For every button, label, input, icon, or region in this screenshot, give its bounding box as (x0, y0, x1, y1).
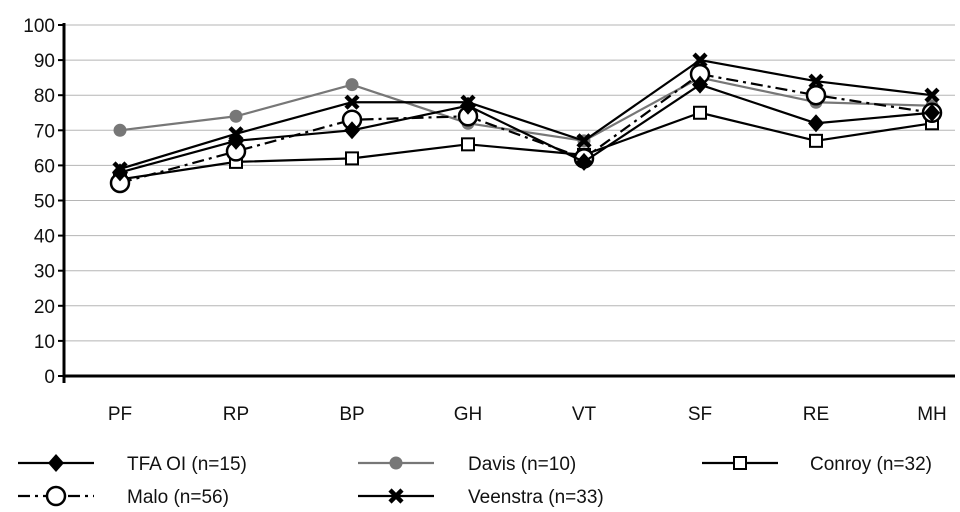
data-point (692, 52, 708, 68)
data-point (924, 103, 940, 122)
legend-label: Conroy (n=32) (810, 454, 932, 475)
axes: 0 10 20 30 40 50 60 70 80 90 100 PF RP BP GH VT SF RE MH (23, 16, 955, 425)
y-tick-label: 40 (34, 227, 55, 248)
data-point (345, 78, 359, 92)
series-line (119, 83, 933, 174)
y-tick-label: 100 (23, 16, 55, 37)
legend-label: TFA OI (n=15) (127, 454, 247, 475)
y-tick-label: 20 (34, 297, 55, 318)
legend-marker (48, 454, 64, 472)
series-line (119, 76, 933, 142)
x-tick-label: VT (572, 404, 597, 425)
y-tick-label: 80 (34, 86, 55, 107)
series-malo (109, 63, 943, 194)
legend-label: Malo (n=56) (127, 487, 229, 508)
y-tick-label: 30 (34, 262, 55, 283)
legend-marker (733, 456, 747, 470)
series-line (119, 58, 933, 170)
x-tick-label: RE (803, 404, 829, 425)
data-point (344, 94, 360, 110)
y-tick-label: 90 (34, 51, 55, 72)
y-tick-label: 50 (34, 192, 55, 213)
legend: TFA OI (n=15) Davis (n=10) Conroy (n=32) Ma… (18, 454, 932, 508)
data-point (113, 123, 127, 137)
series-veenstra (112, 52, 940, 177)
y-tick-label: 60 (34, 156, 55, 177)
y-tick-label: 10 (34, 332, 55, 353)
legend-item: Davis (n=10) (358, 454, 576, 475)
data-point (228, 126, 244, 142)
data-point (229, 109, 243, 123)
x-tick-label: MH (917, 404, 947, 425)
x-tick-label: GH (454, 404, 483, 425)
grid-lines (64, 24, 955, 342)
x-tick-label: SF (688, 404, 712, 425)
y-tick-label: 70 (34, 121, 55, 142)
legend-label: Davis (n=10) (468, 454, 576, 475)
data-point (461, 137, 475, 152)
data-point (576, 133, 592, 149)
data-point (808, 114, 824, 133)
data-point (693, 105, 707, 120)
legend-item: TFA OI (n=15) (18, 454, 247, 475)
data-point (576, 152, 592, 171)
data-point (345, 151, 359, 166)
series-line (119, 73, 933, 185)
series-line (119, 111, 933, 181)
data-point (460, 94, 476, 110)
legend-label: Veenstra (n=33) (468, 487, 604, 508)
legend-marker (45, 485, 67, 507)
data-point (344, 121, 360, 140)
data-point (112, 161, 128, 177)
x-tick-label: BP (339, 404, 364, 425)
data-point (809, 133, 823, 148)
x-tick-label: RP (223, 404, 249, 425)
series-group (109, 52, 943, 194)
data-point (808, 73, 824, 89)
data-point (692, 75, 708, 94)
legend-marker (388, 488, 404, 504)
x-tick-label: PF (108, 404, 132, 425)
legend-marker (389, 456, 403, 470)
data-point (924, 87, 940, 103)
legend-item: Conroy (n=32) (702, 454, 932, 475)
legend-item: Malo (n=56) (18, 485, 229, 508)
data-point (805, 84, 827, 106)
y-tick-label: 0 (44, 367, 55, 388)
legend-item: Veenstra (n=33) (358, 487, 604, 508)
